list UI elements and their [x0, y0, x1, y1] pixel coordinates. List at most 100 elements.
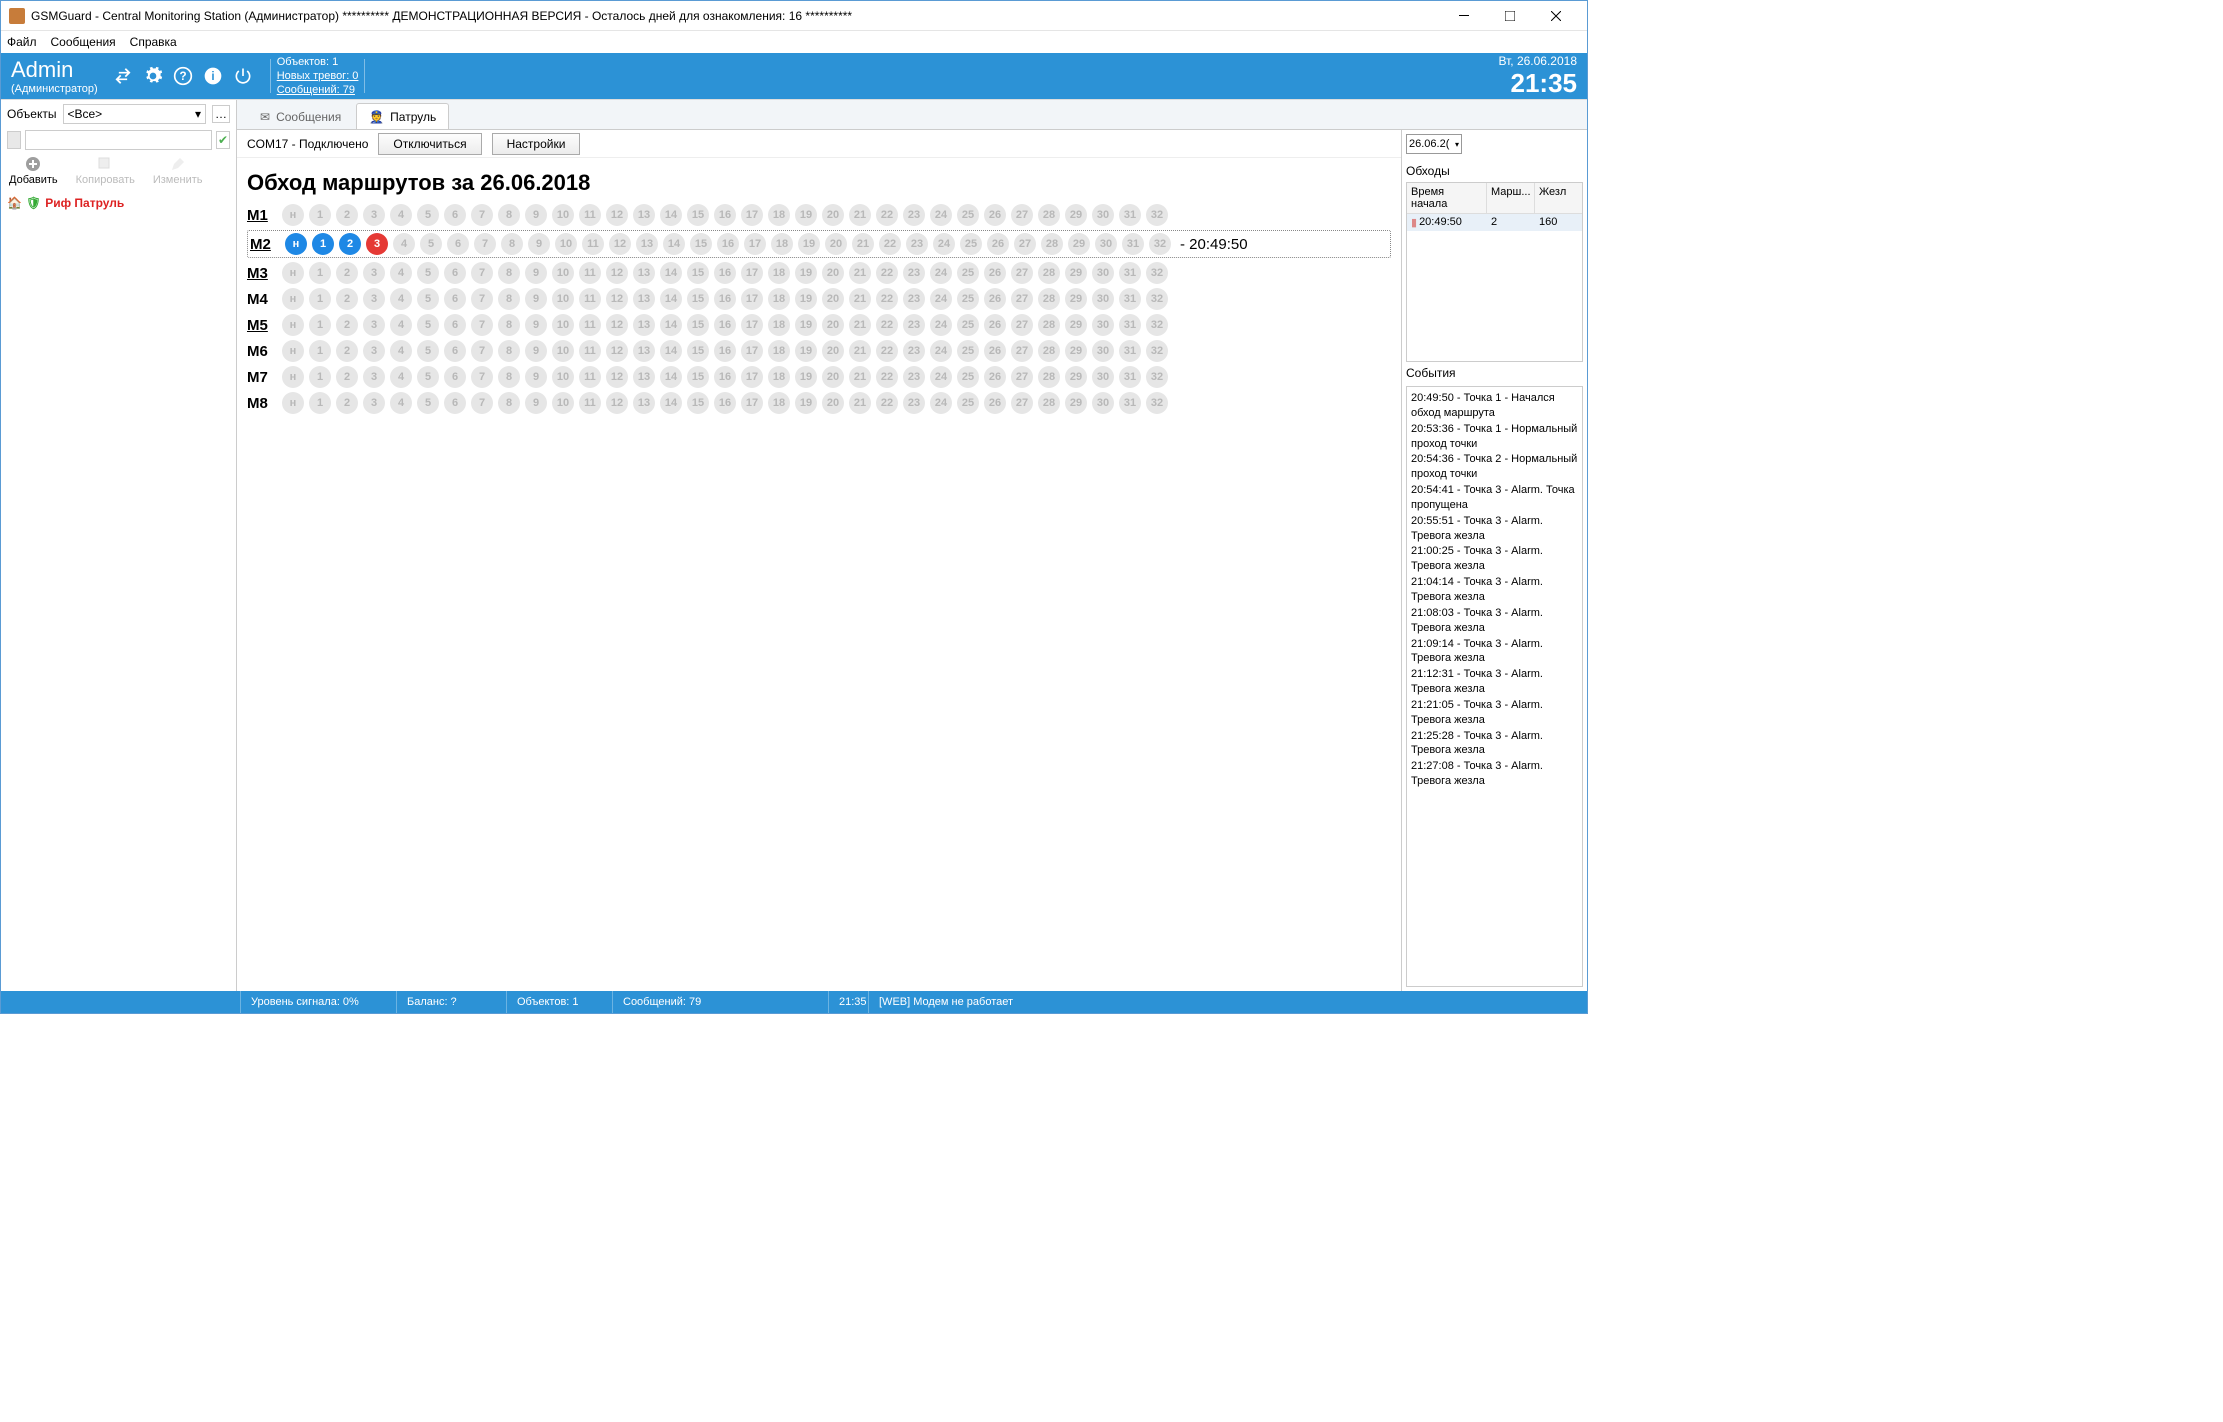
route-dot[interactable]: 6 — [444, 340, 466, 362]
route-dot[interactable]: 9 — [525, 262, 547, 284]
route-dot[interactable]: 22 — [876, 340, 898, 362]
menu-messages[interactable]: Сообщения — [51, 35, 116, 49]
route-dot[interactable]: 6 — [447, 233, 469, 255]
route-dot[interactable]: 5 — [420, 233, 442, 255]
route-dot[interactable]: 21 — [849, 314, 871, 336]
route-dot[interactable]: 27 — [1014, 233, 1036, 255]
info-icon[interactable]: i — [202, 65, 224, 87]
route-dot[interactable]: 5 — [417, 204, 439, 226]
route-dot[interactable]: 13 — [633, 366, 655, 388]
route-dot[interactable]: 29 — [1065, 392, 1087, 414]
route-dot[interactable]: 29 — [1065, 340, 1087, 362]
route-dot[interactable]: 19 — [795, 204, 817, 226]
route-dot[interactable]: 28 — [1041, 233, 1063, 255]
route-dot[interactable]: 12 — [606, 204, 628, 226]
route-dot[interactable]: 24 — [930, 340, 952, 362]
route-dot[interactable]: 30 — [1092, 340, 1114, 362]
route-dot[interactable]: 6 — [444, 204, 466, 226]
route-dot[interactable]: 11 — [582, 233, 604, 255]
route-dot[interactable]: 8 — [498, 314, 520, 336]
route-dot[interactable]: 12 — [606, 392, 628, 414]
route-dot[interactable]: 23 — [903, 262, 925, 284]
route-dot[interactable]: 25 — [957, 204, 979, 226]
route-dot[interactable]: 27 — [1011, 314, 1033, 336]
route-dot[interactable]: 19 — [795, 288, 817, 310]
route-dot[interactable]: 32 — [1146, 366, 1168, 388]
route-dot[interactable]: н — [282, 314, 304, 336]
route-dot[interactable]: 3 — [363, 288, 385, 310]
route-dot[interactable]: 8 — [498, 288, 520, 310]
route-dot[interactable]: 28 — [1038, 262, 1060, 284]
route-dot[interactable]: 5 — [417, 392, 439, 414]
objects-more-button[interactable]: … — [212, 105, 230, 123]
route-dot[interactable]: 9 — [525, 314, 547, 336]
route-dot[interactable]: 16 — [714, 288, 736, 310]
route-dot[interactable]: 24 — [930, 288, 952, 310]
help-icon[interactable]: ? — [172, 65, 194, 87]
route-dot[interactable]: 3 — [363, 392, 385, 414]
route-dot[interactable]: 15 — [687, 204, 709, 226]
route-dot[interactable]: 26 — [984, 392, 1006, 414]
route-dot[interactable]: н — [282, 366, 304, 388]
route-dot[interactable]: 29 — [1065, 366, 1087, 388]
route-dot[interactable]: 5 — [417, 288, 439, 310]
route-dot[interactable]: 30 — [1092, 204, 1114, 226]
route-dot[interactable]: 7 — [471, 340, 493, 362]
route-dot[interactable]: 2 — [336, 314, 358, 336]
route-dot[interactable]: 29 — [1065, 204, 1087, 226]
route-dot[interactable]: 25 — [957, 340, 979, 362]
route-dot[interactable]: 12 — [606, 340, 628, 362]
route-row[interactable]: M5н1234567891011121314151617181920212223… — [247, 314, 1391, 336]
route-dot[interactable]: 2 — [339, 233, 361, 255]
route-dot[interactable]: 7 — [471, 366, 493, 388]
route-dot[interactable]: 26 — [984, 288, 1006, 310]
route-dot[interactable]: 13 — [633, 262, 655, 284]
route-dot[interactable]: 8 — [498, 340, 520, 362]
route-dot[interactable]: 22 — [876, 262, 898, 284]
route-dot[interactable]: 18 — [768, 288, 790, 310]
route-dot[interactable]: 29 — [1065, 314, 1087, 336]
route-dot[interactable]: 20 — [822, 262, 844, 284]
route-dot[interactable]: 14 — [663, 233, 685, 255]
route-dot[interactable]: 18 — [768, 204, 790, 226]
route-dot[interactable]: 4 — [390, 204, 412, 226]
route-dot[interactable]: 21 — [849, 288, 871, 310]
route-dot[interactable]: 31 — [1122, 233, 1144, 255]
route-dot[interactable]: 32 — [1146, 392, 1168, 414]
route-dot[interactable]: 2 — [336, 366, 358, 388]
menu-help[interactable]: Справка — [130, 35, 177, 49]
route-dot[interactable]: 4 — [390, 340, 412, 362]
route-dot[interactable]: 12 — [606, 314, 628, 336]
route-dot[interactable]: 27 — [1011, 340, 1033, 362]
route-dot[interactable]: 13 — [633, 340, 655, 362]
add-button[interactable]: Добавить — [9, 156, 58, 186]
route-dot[interactable]: 18 — [768, 366, 790, 388]
route-dot[interactable]: 23 — [903, 340, 925, 362]
route-dot[interactable]: 15 — [687, 288, 709, 310]
disconnect-button[interactable]: Отключиться — [378, 133, 481, 155]
route-dot[interactable]: 13 — [633, 204, 655, 226]
binoculars-icon[interactable] — [7, 131, 21, 149]
route-dot[interactable]: 9 — [525, 288, 547, 310]
route-dot[interactable]: 24 — [930, 392, 952, 414]
route-dot[interactable]: 15 — [687, 340, 709, 362]
route-dot[interactable]: 29 — [1068, 233, 1090, 255]
route-dot[interactable]: 32 — [1146, 340, 1168, 362]
route-dot[interactable]: 31 — [1119, 288, 1141, 310]
route-dot[interactable]: 22 — [876, 314, 898, 336]
route-dot[interactable]: 18 — [768, 392, 790, 414]
route-dot[interactable]: 26 — [984, 262, 1006, 284]
route-dot[interactable]: 26 — [984, 314, 1006, 336]
route-dot[interactable]: 10 — [552, 366, 574, 388]
route-dot[interactable]: 8 — [498, 392, 520, 414]
route-dot[interactable]: 2 — [336, 204, 358, 226]
route-dot[interactable]: 22 — [876, 366, 898, 388]
route-dot[interactable]: 15 — [690, 233, 712, 255]
route-dot[interactable]: 17 — [741, 262, 763, 284]
route-dot[interactable]: 7 — [471, 204, 493, 226]
route-dot[interactable]: 30 — [1092, 262, 1114, 284]
route-dot[interactable]: 23 — [903, 314, 925, 336]
route-dot[interactable]: 12 — [606, 288, 628, 310]
route-dot[interactable]: 22 — [879, 233, 901, 255]
route-dot[interactable]: н — [282, 392, 304, 414]
